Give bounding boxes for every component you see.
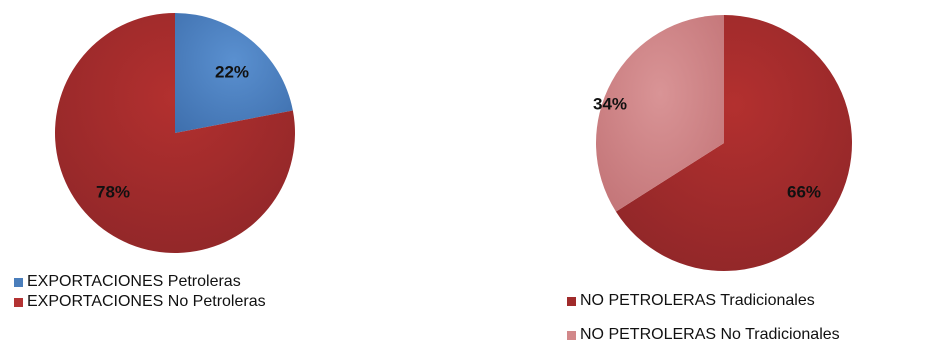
legend-exportaciones: EXPORTACIONES Petroleras EXPORTACIONES N… [14,272,266,312]
legend-swatch-tradicionales [567,296,576,306]
legend-label-petroleras: EXPORTACIONES Petroleras [27,273,241,290]
legend-swatch-no-tradicionales [567,330,576,340]
slice-data-label-2-2: 34% [593,94,627,113]
slice-data-label-1-2: 78% [96,182,130,201]
slice-data-label-1-1: 22% [215,62,249,81]
legend-label-no-tradicionales: NO PETROLERAS No Tradicionales [580,326,840,343]
pie-slice-2-2 [596,15,724,212]
legend-no-petroleras: NO PETROLERAS Tradicionales NO PETROLERA… [567,284,840,352]
slice-data-label-2-1: 66% [787,182,821,201]
legend-item-no-petroleras: EXPORTACIONES No Petroleras [14,292,266,312]
legend-label-no-petroleras: EXPORTACIONES No Petroleras [27,293,266,310]
legend-item-petroleras: EXPORTACIONES Petroleras [14,272,266,292]
legend-label-tradicionales: NO PETROLERAS Tradicionales [580,292,815,309]
pie-slice-1-1 [175,13,293,133]
pie-charts-canvas: 22% 78% 66% 34% [54,12,853,271]
pie-slice-1-2 [54,12,295,253]
pie-slice-2-1 [615,14,853,271]
pie-chart-no-petroleras: 66% 34% [593,14,853,271]
legend-item-no-tradicionales: NO PETROLERAS No Tradicionales [567,318,840,352]
legend-item-tradicionales: NO PETROLERAS Tradicionales [567,284,840,318]
legend-swatch-no-petroleras [14,297,23,307]
pie-chart-exportaciones: 22% 78% [54,12,295,253]
legend-swatch-petroleras [14,277,23,287]
